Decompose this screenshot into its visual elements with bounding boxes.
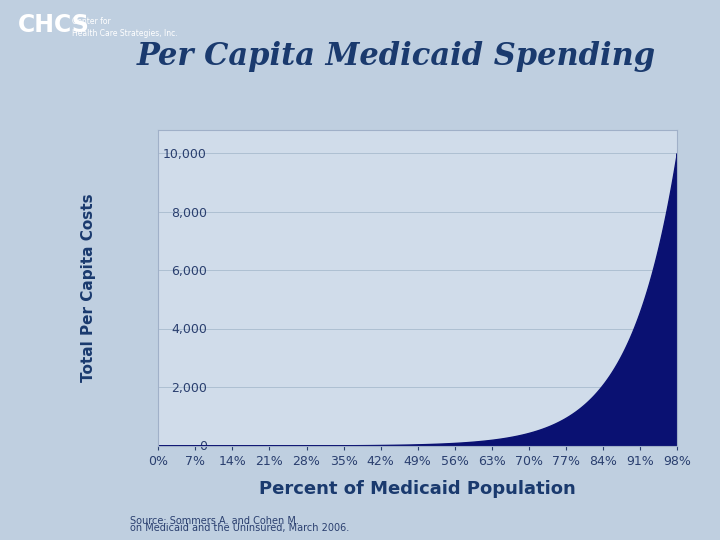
Text: Per Capita Medicaid Spending: Per Capita Medicaid Spending bbox=[136, 41, 656, 72]
Text: CHCS: CHCS bbox=[18, 14, 90, 37]
Text: Source: Sommers A. and Cohen M.: Source: Sommers A. and Cohen M. bbox=[130, 516, 302, 526]
Text: on Medicaid and the Uninsured, March 2006.: on Medicaid and the Uninsured, March 200… bbox=[130, 523, 349, 533]
Text: Center for
Health Care Strategies, Inc.: Center for Health Care Strategies, Inc. bbox=[72, 17, 178, 38]
Text: Percent of Medicaid Population: Percent of Medicaid Population bbox=[259, 480, 576, 498]
Y-axis label: Total Per Capita Costs: Total Per Capita Costs bbox=[81, 193, 96, 382]
